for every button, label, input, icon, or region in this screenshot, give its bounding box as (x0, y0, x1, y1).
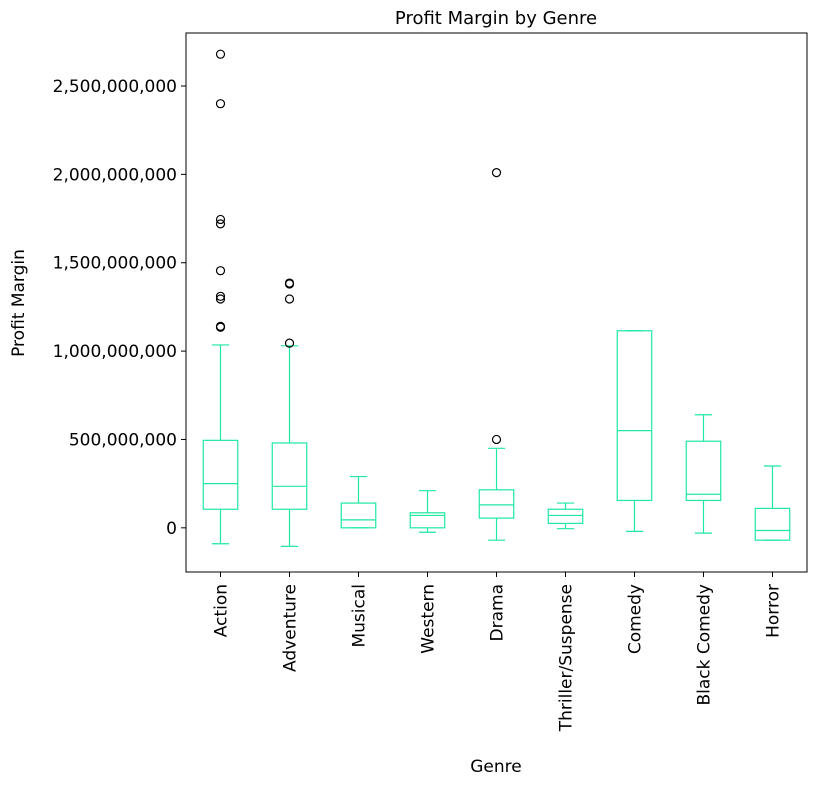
x-tick-label: Horror (764, 584, 784, 638)
box-thriller-suspense (547, 502, 584, 530)
outlier-point (284, 279, 295, 289)
plot-frame (185, 32, 808, 573)
box-drama (478, 168, 515, 541)
box-iqr (685, 440, 722, 502)
box-adventure (271, 278, 308, 547)
box-iqr (340, 502, 377, 529)
x-tick-label: Thriller/Suspense (557, 584, 577, 732)
box-iqr (202, 439, 239, 510)
outlier-point (284, 338, 295, 348)
outlier-point (215, 219, 226, 229)
outlier-point (215, 49, 226, 59)
y-axis: 0 500,000,000 1,000,000,000 1,500,000,000 2,… (53, 77, 186, 539)
x-tick-label: Drama (488, 584, 508, 641)
box-iqr (547, 508, 584, 525)
outlier-point (215, 291, 226, 301)
x-tick-label: Comedy (626, 584, 646, 654)
box-iqr (478, 489, 515, 519)
box-iqr (616, 330, 653, 502)
y-axis-title: Profit Margin (9, 249, 29, 357)
outlier-point (215, 322, 226, 332)
outlier-point (215, 99, 226, 109)
x-tick-label: Black Comedy (695, 584, 715, 706)
y-tick-label: 1,500,000,000 (53, 254, 177, 274)
box-comedy (616, 330, 653, 532)
box-western (409, 490, 446, 533)
y-tick-label: 500,000,000 (69, 430, 177, 450)
outlier-point (215, 294, 226, 304)
box-action (202, 49, 239, 545)
outlier-point (491, 168, 502, 178)
x-tick-label: Adventure (281, 584, 301, 672)
chart-title: Profit Margin by Genre (395, 8, 597, 29)
box-black-comedy (685, 414, 722, 534)
box-horror (754, 465, 791, 541)
x-axis: Action Adventure Musical Western Drama Thrill… (212, 572, 784, 732)
y-tick-label: 0 (166, 519, 177, 539)
y-tick-label: 1,000,000,000 (53, 342, 177, 362)
x-axis-title: Genre (470, 757, 521, 777)
x-tick-label: Western (419, 584, 439, 654)
outlier-point (284, 294, 295, 304)
plot-area (202, 49, 791, 547)
x-tick-label: Action (212, 584, 232, 637)
y-tick-label: 2,000,000,000 (53, 165, 177, 185)
box-musical (340, 475, 377, 529)
x-tick-label: Musical (350, 584, 370, 648)
outlier-point (491, 434, 502, 445)
outlier-point (215, 266, 226, 276)
box-iqr (409, 512, 446, 529)
y-tick-label: 2,500,000,000 (53, 77, 177, 97)
box-iqr (271, 442, 308, 510)
outlier-point (215, 214, 226, 225)
box-iqr (754, 507, 791, 541)
